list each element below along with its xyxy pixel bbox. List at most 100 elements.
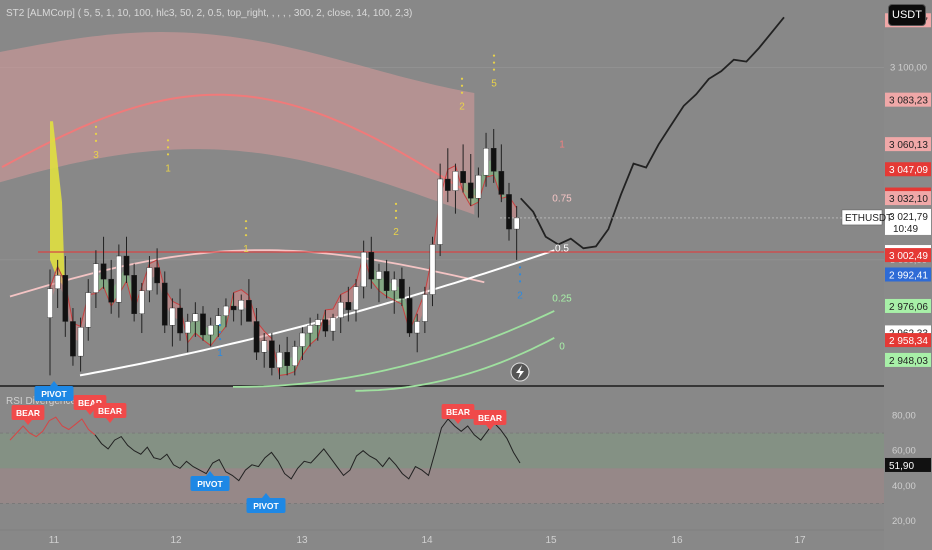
price-label-bg [885, 267, 931, 282]
candle [445, 178, 451, 191]
bear-label: BEAR [473, 410, 507, 430]
x-tick-label: 12 [170, 535, 182, 546]
rsi-tick-label: 60,00 [892, 446, 916, 457]
divergence-label-bg [441, 404, 475, 419]
price-label-bg [885, 92, 931, 107]
rsi-last-value: 51,90 [885, 457, 931, 472]
wave-dot [244, 227, 248, 230]
wave-label: 2 [517, 290, 523, 301]
wave-dot [166, 139, 170, 142]
candle [276, 352, 283, 368]
rsi-tick-label: 40,00 [892, 481, 916, 492]
wave-dot [492, 54, 496, 57]
wave-dot [94, 125, 98, 128]
price-label: 2 948,03 [885, 352, 931, 367]
wave-label: 2 [393, 227, 399, 238]
fib-level-label: 0.5 [555, 243, 569, 254]
currency-button[interactable]: USDT [888, 4, 926, 26]
price-label: 2 976,06 [885, 298, 931, 313]
candle [299, 332, 306, 347]
x-tick-label: 13 [296, 535, 308, 546]
price-label-text: 3 047,09 [889, 165, 928, 176]
candle [100, 263, 107, 280]
wave-dot [394, 209, 398, 212]
wave-dot [518, 280, 522, 283]
last-price-bg [885, 208, 931, 235]
wave-dot [218, 324, 222, 327]
pivot-label: PIVOT [246, 493, 286, 513]
candle [85, 292, 92, 328]
price-label-text: 3 032,10 [889, 194, 928, 205]
divergence-label-bg [34, 386, 74, 401]
wave-label: 3 [93, 150, 99, 161]
pivot-label: PIVOT [190, 471, 230, 491]
price-label: 2 992,41 [885, 267, 931, 282]
green-lower-line [355, 337, 555, 392]
wave-label: 1 [165, 163, 171, 174]
candle [207, 325, 214, 336]
candle [337, 302, 344, 318]
wave-dot [518, 273, 522, 276]
pivot-label: PIVOT [34, 381, 74, 401]
last-price-text: 3 021,79 [889, 212, 928, 223]
divergence-label-bg [93, 403, 127, 418]
candle [184, 321, 191, 334]
candle [238, 300, 245, 311]
candle [253, 321, 260, 353]
divergence-arrow [486, 425, 494, 430]
candle [116, 255, 122, 303]
wave-dot [166, 146, 170, 149]
bear-label: BEAR [93, 403, 127, 423]
candle [437, 178, 443, 245]
candle [322, 319, 329, 332]
candle [429, 244, 436, 295]
flash-icon [510, 362, 530, 382]
candle [70, 321, 76, 357]
candle [490, 148, 497, 172]
price-axis [884, 30, 932, 550]
price-label-text: 2 992,41 [889, 270, 928, 281]
wave-dot [492, 68, 496, 71]
x-tick-label: 16 [671, 535, 683, 546]
candle [513, 217, 520, 230]
candle [391, 278, 398, 291]
wave-dot [244, 220, 248, 223]
price-label-bg [885, 137, 931, 152]
red-fill-segment [333, 294, 341, 325]
flash-icon-bolt [516, 365, 524, 379]
rsi-last-text: 51,90 [889, 461, 914, 472]
wave-dot [394, 202, 398, 205]
indicator-title[interactable]: ST2 [ALMCorp] ( 5, 5, 1, 10, 100, hlc3, … [6, 8, 413, 19]
yellow-spike [50, 121, 65, 289]
price-label-bg [885, 162, 931, 177]
candle [108, 278, 114, 303]
x-tick-label: 14 [421, 535, 433, 546]
candle [223, 305, 229, 316]
candle [47, 288, 53, 318]
candle [345, 302, 352, 311]
candle [230, 305, 237, 311]
x-tick-label: 15 [545, 535, 557, 546]
price-label-text: 3 083,23 [889, 96, 928, 107]
candle [177, 307, 183, 334]
price-label-bg [885, 298, 931, 313]
price-label-bg [885, 333, 931, 348]
divergence-label-text: PIVOT [41, 389, 67, 399]
divergence-arrow [24, 420, 32, 425]
wave-label: 1 [217, 348, 223, 359]
fib-level-label: 0.25 [552, 293, 572, 304]
price-label-text: 3 060,13 [889, 140, 928, 151]
candle [138, 290, 145, 314]
wave-label: 5 [491, 79, 497, 90]
price-label: 3 060,13 [885, 137, 931, 152]
candle [93, 263, 99, 293]
wave-dot [492, 61, 496, 64]
rsi-line-red [9, 416, 96, 441]
price-label: 3 032,10 [885, 191, 931, 206]
symbol-tag-text: ETHUSDT [845, 213, 892, 224]
price-label-bg [885, 248, 931, 263]
divergence-arrow [206, 471, 214, 476]
